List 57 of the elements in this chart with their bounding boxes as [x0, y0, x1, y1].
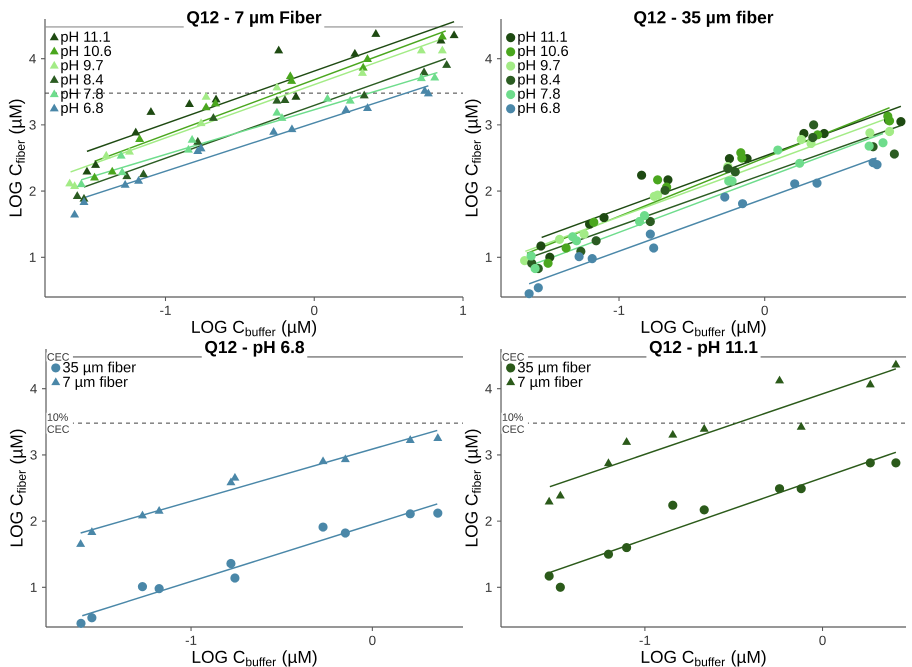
y-axis-title: LOG C$_{fiber}$ (µM)	[464, 430, 482, 546]
legend-label: pH 10.6	[518, 46, 568, 59]
chart-title: Q12 - 35 µm fiber	[634, 10, 774, 27]
legend-label: pH 7.8	[518, 88, 560, 102]
x-tick-label: 0	[311, 306, 318, 316]
y-tick-label: 2	[486, 516, 492, 526]
x-tick-label: -1	[186, 636, 196, 645]
ref-line-label: CEC	[47, 353, 70, 361]
legend-label: 7 µm fiber	[63, 376, 128, 390]
x-tick-label: 0	[819, 636, 826, 646]
x-axis-title: LOG C$_{buffer}$ (µM)	[642, 320, 766, 336]
y-tick-label: 2	[30, 516, 37, 526]
legend-label: pH 6.8	[61, 102, 103, 116]
y-tick-label: 1	[486, 252, 492, 262]
legend-label: pH 9.7	[518, 60, 560, 74]
y-tick-label: 1	[486, 582, 492, 592]
y-tick-label: 3	[30, 450, 37, 460]
y-tick-label: 3	[485, 450, 492, 460]
y-axis-title: LOG C$_{fiber}$ (µM)	[10, 430, 26, 546]
y-tick-label: 4	[485, 54, 492, 64]
x-tick-label: 0	[762, 306, 768, 316]
y-axis-title: LOG C$_{fiber}$ (µM)	[8, 100, 26, 216]
y-tick-label: 4	[485, 384, 492, 394]
y-tick-label: 2	[30, 186, 36, 196]
y-tick-label: 4	[30, 384, 37, 394]
legend-label: 35 µm fiber	[63, 362, 136, 376]
y-tick-label: 2	[486, 186, 492, 196]
legend-label: pH 8.4	[61, 74, 104, 88]
legend-label: pH 8.4	[518, 74, 560, 88]
legend-label: pH 11.1	[518, 32, 567, 45]
chart-title: Q12 - pH 6.8	[205, 340, 304, 357]
x-tick-label: -1	[614, 306, 624, 315]
y-tick-label: 3	[29, 120, 36, 130]
x-axis-title: LOG C$_{buffer}$ (µM)	[642, 650, 766, 666]
legend-label: 7 µm fiber	[518, 376, 583, 390]
x-tick-label: -1	[640, 636, 650, 645]
x-tick-label: 0	[369, 636, 376, 646]
legend-label: pH 6.8	[518, 102, 560, 116]
legend-label: pH 7.8	[61, 88, 103, 102]
ref-line-label: CEC	[502, 353, 524, 361]
y-tick-label: 4	[29, 54, 36, 64]
chart-title: Q12 - pH 11.1	[650, 340, 758, 357]
y-axis-title: LOG C$_{fiber}$ (µM)	[464, 100, 482, 216]
y-tick-label: 1	[30, 252, 36, 262]
legend-label: 35 µm fiber	[518, 362, 591, 376]
ref-line-label: 10% CEC	[47, 413, 70, 433]
y-tick-label: 3	[485, 120, 492, 130]
x-axis-title: LOG C$_{buffer}$ (µM)	[192, 320, 316, 336]
legend-label: pH 9.7	[61, 60, 103, 74]
legend-label: pH 11.1	[61, 32, 110, 45]
y-tick-label: 1	[30, 582, 37, 592]
x-tick-label: -1	[160, 306, 171, 315]
legend-label: pH 10.6	[61, 46, 112, 59]
x-axis-title: LOG C$_{buffer}$ (µM)	[192, 650, 317, 666]
ref-line-label: 10% CEC	[502, 413, 524, 433]
chart-title: Q12 - 7 µm Fiber	[187, 10, 322, 27]
x-tick-label: 1	[460, 306, 466, 315]
